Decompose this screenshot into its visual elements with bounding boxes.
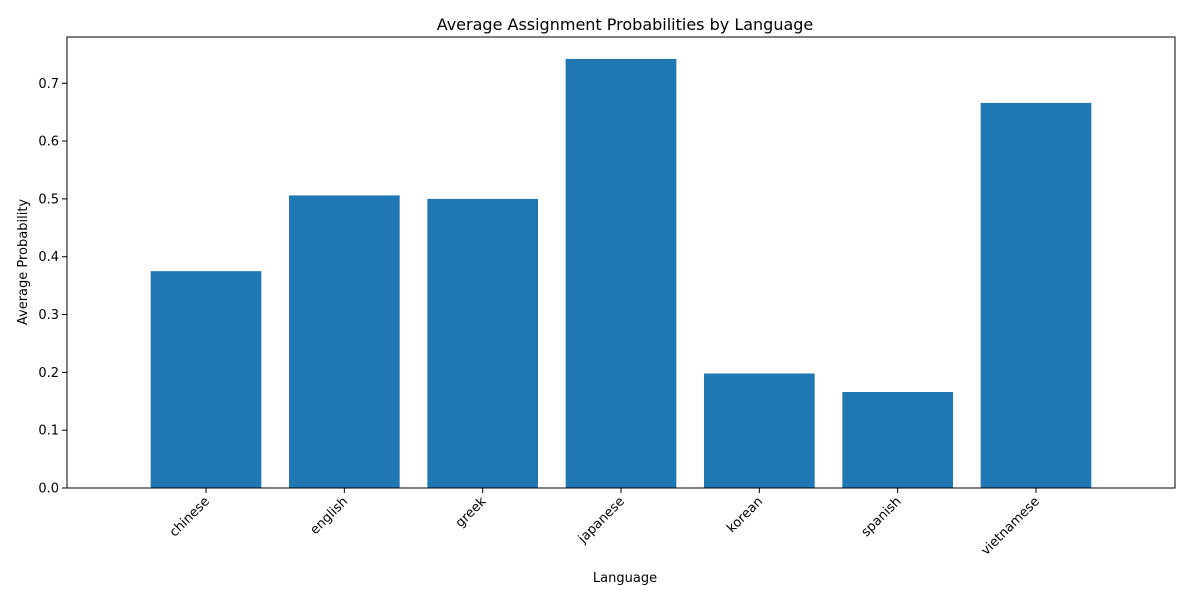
x-tick-label-greek: greek xyxy=(453,494,490,531)
y-axis: 0.0 0.1 0.2 0.3 0.4 0.5 0.6 0.7 xyxy=(38,77,67,497)
y-axis-title: Average Probability xyxy=(16,199,31,326)
x-tick-label-spanish: spanish xyxy=(859,494,905,540)
bar-spanish xyxy=(842,392,953,488)
plot-frame xyxy=(66,36,1176,489)
y-tick-label: 0.3 xyxy=(38,308,59,323)
chart-title: Average Assignment Probabilities by Lang… xyxy=(437,15,814,34)
y-tick-label: 0.2 xyxy=(38,366,59,381)
x-tick-label-korean: korean xyxy=(724,494,766,536)
y-tick-label: 0.5 xyxy=(38,192,59,207)
bar-vietnamese xyxy=(980,102,1092,489)
y-tick-label: 0.4 xyxy=(38,250,59,265)
bar-japanese xyxy=(565,58,677,488)
y-tick-label: 0.1 xyxy=(38,424,59,439)
y-tick-label: 0.6 xyxy=(38,135,59,150)
y-tick-label: 0.0 xyxy=(38,482,59,497)
x-axis-title: Language xyxy=(593,571,657,586)
bar-korean xyxy=(703,373,815,488)
bars-group xyxy=(150,58,1092,489)
bar-greek xyxy=(427,198,539,488)
x-tick-label-chinese: chinese xyxy=(167,494,213,540)
bar-chinese xyxy=(150,271,262,488)
bar-english xyxy=(289,195,400,488)
x-tick-label-vietnamese: vietnamese xyxy=(978,494,1042,558)
x-tick-label-japanese: japanese xyxy=(575,494,628,547)
x-tick-label-english: english xyxy=(308,494,352,538)
x-axis: chinese english greek japanese korean spanish… xyxy=(167,488,1043,559)
y-tick-label: 0.7 xyxy=(38,77,59,92)
